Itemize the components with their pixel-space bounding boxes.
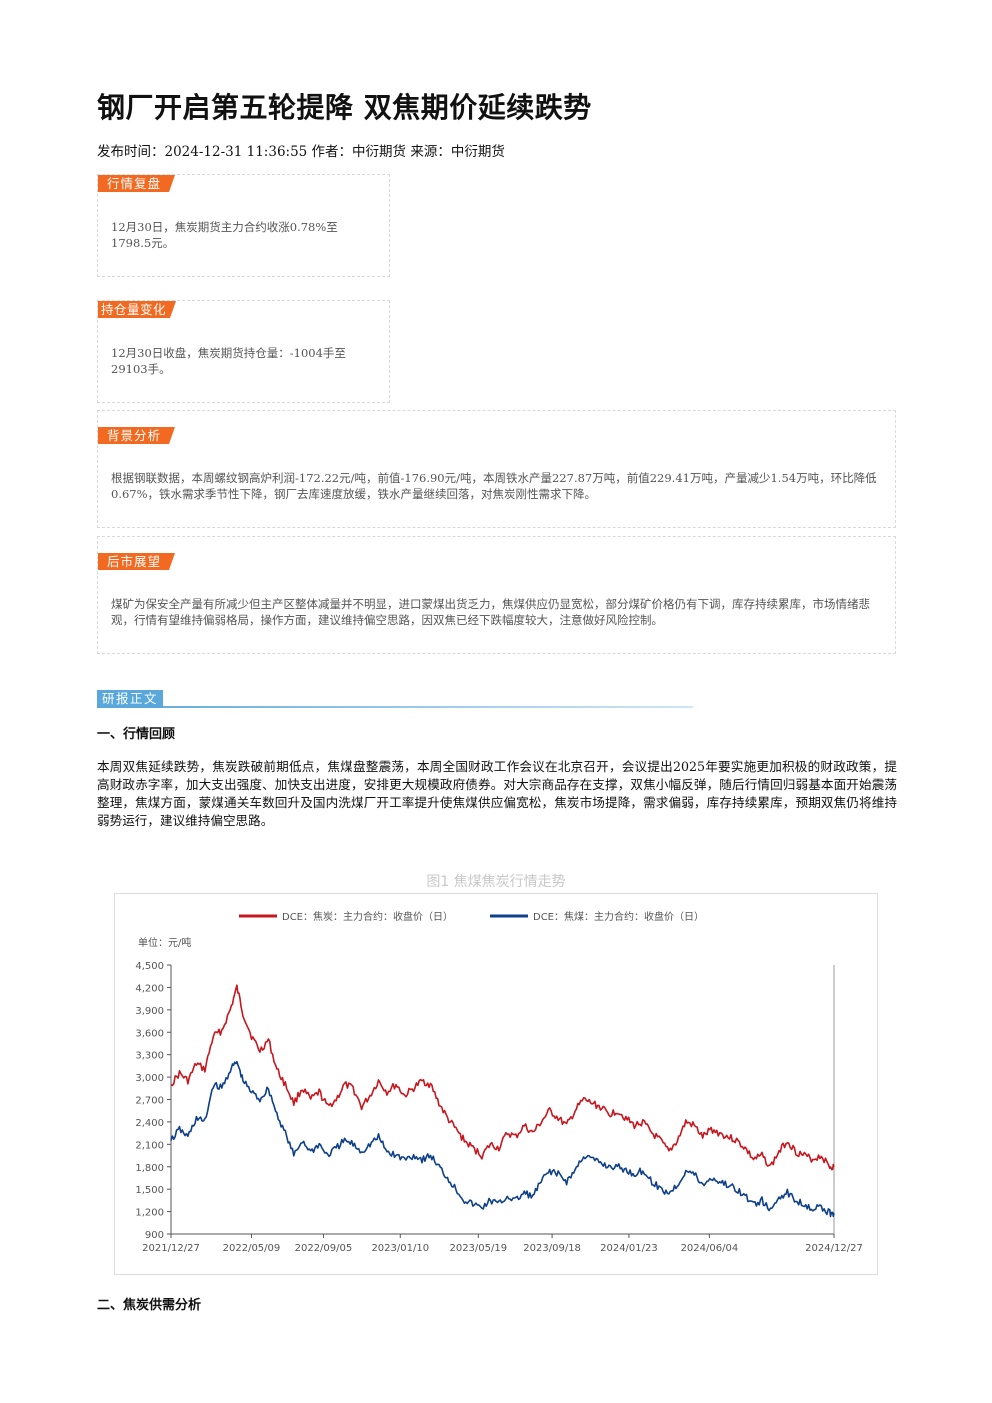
section-divider — [97, 706, 693, 708]
background-text: 根据钢联数据，本周螺纹钢高炉利润-172.22元/吨，前值-176.90元/吨，… — [111, 471, 877, 501]
x-tick-label: 2024/12/27 — [805, 1243, 863, 1254]
review-tag: 行情复盘 — [98, 175, 175, 192]
outlook-tag: 后市展望 — [98, 553, 175, 570]
y-tick-label: 3,000 — [135, 1073, 164, 1084]
review-box: 行情复盘 12月30日，焦炭期货主力合约收涨0.78%至1798.5元。 — [97, 174, 390, 277]
series-line-coking-coal — [170, 1060, 835, 1218]
y-tick-label: 1,200 — [135, 1208, 164, 1219]
x-tick-label: 2023/01/10 — [371, 1243, 429, 1254]
y-tick-label: 2,100 — [135, 1140, 164, 1151]
x-tick-label: 2022/09/05 — [295, 1243, 353, 1254]
coke-coal-price-chart: 900 1,200 1,500 1,800 2,100 2,400 2,700 3,000 3,… — [135, 910, 863, 1254]
y-tick-label: 3,300 — [135, 1051, 164, 1062]
x-tick-label: 2024/01/23 — [600, 1243, 658, 1254]
position-text: 12月30日收盘，焦炭期货持仓量：-1004手至29103手。 — [111, 346, 346, 376]
x-tick-label: 2021/12/27 — [142, 1243, 200, 1254]
background-box: 背景分析 根据钢联数据，本周螺纹钢高炉利润-172.22元/吨，前值-176.9… — [97, 410, 896, 528]
x-tick-label: 2024/06/04 — [681, 1243, 739, 1254]
position-tag: 持仓量变化 — [98, 301, 176, 318]
paragraph-market-review: 本周双焦延续跌势，焦炭跌破前期低点，焦煤盘整震荡，本周全国财政工作会议在北京召开… — [97, 759, 897, 828]
figure-title: 图1 焦煤焦炭行情走势 — [426, 874, 566, 890]
background-tag: 背景分析 — [98, 427, 175, 444]
heading-coke-supply-demand: 二、焦炭供需分析 — [97, 1298, 202, 1313]
y-tick-label: 3,600 — [135, 1028, 164, 1039]
x-tick-label: 2023/05/19 — [449, 1243, 507, 1254]
y-tick-label: 900 — [145, 1230, 164, 1241]
y-tick-label: 2,700 — [135, 1096, 164, 1107]
y-tick-label: 1,500 — [135, 1185, 164, 1196]
legend-label: DCE：焦煤：主力合约：收盘价（日） — [533, 910, 704, 923]
article-title: 钢厂开启第五轮提降 双焦期价延续跌势 — [97, 91, 592, 124]
report-section-tag: 研报正文 — [97, 690, 164, 708]
unit-label: 单位：元/吨 — [138, 936, 191, 949]
x-tick-label: 2022/05/09 — [223, 1243, 281, 1254]
chart-frame — [114, 893, 878, 1275]
article-meta: 发布时间：2024-12-31 11:36:55 作者：中衍期货 来源：中衍期货 — [97, 144, 505, 160]
position-box: 持仓量变化 12月30日收盘，焦炭期货持仓量：-1004手至29103手。 — [97, 300, 390, 403]
review-text: 12月30日，焦炭期货主力合约收涨0.78%至1798.5元。 — [111, 220, 338, 250]
y-tick-label: 4,500 — [135, 961, 164, 972]
series-line-coke — [170, 984, 835, 1171]
y-tick-label: 2,400 — [135, 1118, 164, 1129]
outlook-text: 煤矿为保安全产量有所减少但主产区整体减量并不明显，进口蒙煤出货乏力，焦煤供应仍显… — [111, 597, 870, 627]
y-tick-label: 3,900 — [135, 1006, 164, 1017]
heading-market-review: 一、行情回顾 — [97, 727, 176, 742]
y-tick-label: 4,200 — [135, 983, 164, 994]
outlook-box: 后市展望 煤矿为保安全产量有所减少但主产区整体减量并不明显，进口蒙煤出货乏力，焦… — [97, 536, 896, 654]
legend-label: DCE：焦炭：主力合约：收盘价（日） — [282, 910, 453, 923]
y-tick-label: 1,800 — [135, 1163, 164, 1174]
x-tick-label: 2023/09/18 — [523, 1243, 581, 1254]
